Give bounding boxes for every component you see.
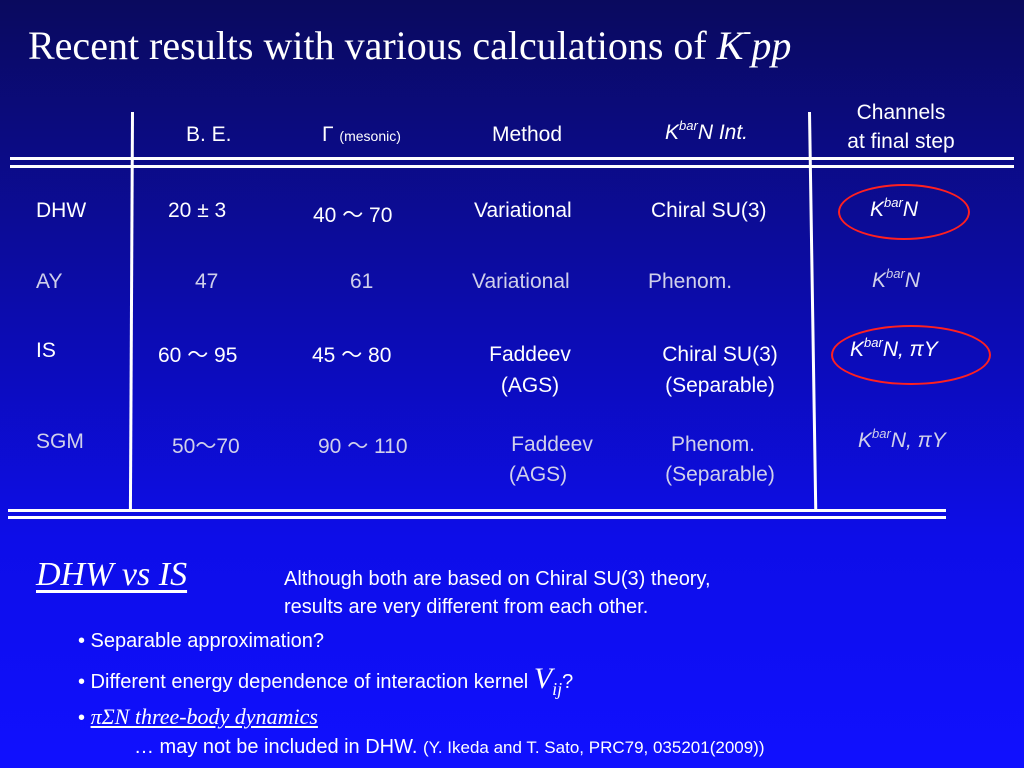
row-method-line2: (AGS)	[500, 374, 560, 397]
row-method: Variational	[472, 270, 570, 293]
header-rule-top	[10, 157, 1014, 160]
bullet-energy-text: • Different energy dependence of interac…	[78, 671, 534, 693]
row-name: IS	[36, 339, 56, 362]
channel-k: K	[858, 429, 873, 452]
row-interaction-line2: (Separable)	[665, 374, 775, 397]
channel-bar: bar	[872, 426, 891, 441]
row-gamma: 90 ～ 110	[318, 435, 408, 458]
row-method-line1: Faddeev	[511, 433, 593, 456]
header-int-n: N Int.	[697, 121, 748, 144]
row-interaction: Phenom.	[648, 270, 733, 293]
channel-bar: bar	[886, 266, 905, 281]
highlight-ellipse	[831, 325, 991, 385]
row-be: 50～70	[172, 435, 240, 458]
row-gamma: 40 ～ 70	[313, 204, 393, 227]
row-method: Faddeev (AGS)	[470, 339, 590, 401]
row-interaction: Phenom. (Separable)	[640, 430, 800, 490]
row-method-line1: Faddeev	[489, 343, 571, 366]
table-rule-top	[8, 509, 946, 512]
kernel-sub: ij	[552, 679, 563, 699]
title-sup: -	[743, 19, 752, 45]
row-name: SGM	[36, 430, 84, 453]
comparison-line1: Although both are based on Chiral SU(3) …	[284, 568, 711, 590]
header-interaction: KbarN Int.	[665, 118, 748, 145]
header-method: Method	[492, 123, 563, 146]
row-name: AY	[36, 270, 63, 293]
header-channels: Channels at final step	[822, 98, 980, 156]
bullet-dhw-note: … may not be included in DHW. (Y. Ikeda …	[134, 736, 765, 759]
column-divider-left	[128, 111, 134, 511]
slide-title: Recent results with various calculations…	[28, 19, 792, 69]
header-gamma: Γ (mesonic)	[322, 123, 401, 147]
comparison-paragraph: Although both are based on Chiral SU(3) …	[284, 565, 711, 621]
column-divider-right	[808, 111, 818, 510]
bullet-separable: • Separable approximation?	[78, 630, 325, 652]
comparison-line2: results are very different from each oth…	[284, 596, 649, 618]
highlight-ellipse	[838, 184, 970, 240]
row-name: DHW	[36, 199, 87, 222]
comparison-heading: DHW vs IS	[36, 556, 188, 593]
row-interaction-line1: Phenom.	[670, 433, 756, 456]
header-int-bar: bar	[679, 118, 698, 133]
bullet-three-body-text: πΣN three-body dynamics	[90, 704, 318, 729]
citation: (Y. Ikeda and T. Sato, PRC79, 035201(200…	[423, 738, 765, 757]
bullet-three-body: • πΣN three-body dynamics	[78, 704, 318, 730]
row-gamma: 45 ～ 80	[312, 344, 392, 367]
header-rule-bottom	[10, 165, 1014, 168]
header-int-k: K	[665, 121, 680, 144]
row-be: 60 ～ 95	[158, 344, 238, 367]
title-k: K	[716, 23, 744, 68]
row-interaction: Chiral SU(3)	[651, 199, 767, 222]
row-be: 20 ± 3	[168, 199, 227, 222]
row-interaction-line2: (Separable)	[665, 463, 775, 486]
table-rule-bottom	[8, 516, 946, 519]
row-be: 47	[195, 270, 219, 293]
header-be: B. E.	[186, 123, 232, 146]
row-interaction: Chiral SU(3) (Separable)	[640, 339, 800, 401]
title-pp: pp	[751, 23, 792, 68]
title-text: Recent results with various calculations…	[28, 23, 717, 68]
dhw-note-text: … may not be included in DHW.	[134, 736, 424, 758]
header-gamma-symbol: Γ	[322, 123, 334, 146]
row-method-line2: (AGS)	[508, 463, 568, 486]
bullet-energy-dependence: • Different energy dependence of interac…	[78, 662, 574, 698]
row-channel: KbarN	[872, 266, 920, 293]
row-method: Faddeev (AGS)	[472, 430, 604, 490]
row-interaction-line1: Chiral SU(3)	[662, 343, 778, 366]
channel-rest: N, πY	[890, 429, 946, 452]
bullet-three-body-mark: •	[78, 707, 91, 729]
header-channels-line2: at final step	[847, 130, 955, 153]
channel-k: K	[872, 269, 887, 292]
header-gamma-sub: (mesonic)	[339, 128, 401, 144]
row-channel: KbarN, πY	[858, 426, 946, 453]
header-channels-line1: Channels	[856, 101, 946, 124]
channel-rest: N	[904, 269, 920, 292]
bullet-energy-end: ?	[562, 671, 574, 693]
row-method: Variational	[474, 199, 572, 222]
kernel-symbol: Vij	[533, 662, 562, 698]
row-gamma: 61	[350, 270, 374, 293]
kernel-v: V	[533, 662, 553, 695]
